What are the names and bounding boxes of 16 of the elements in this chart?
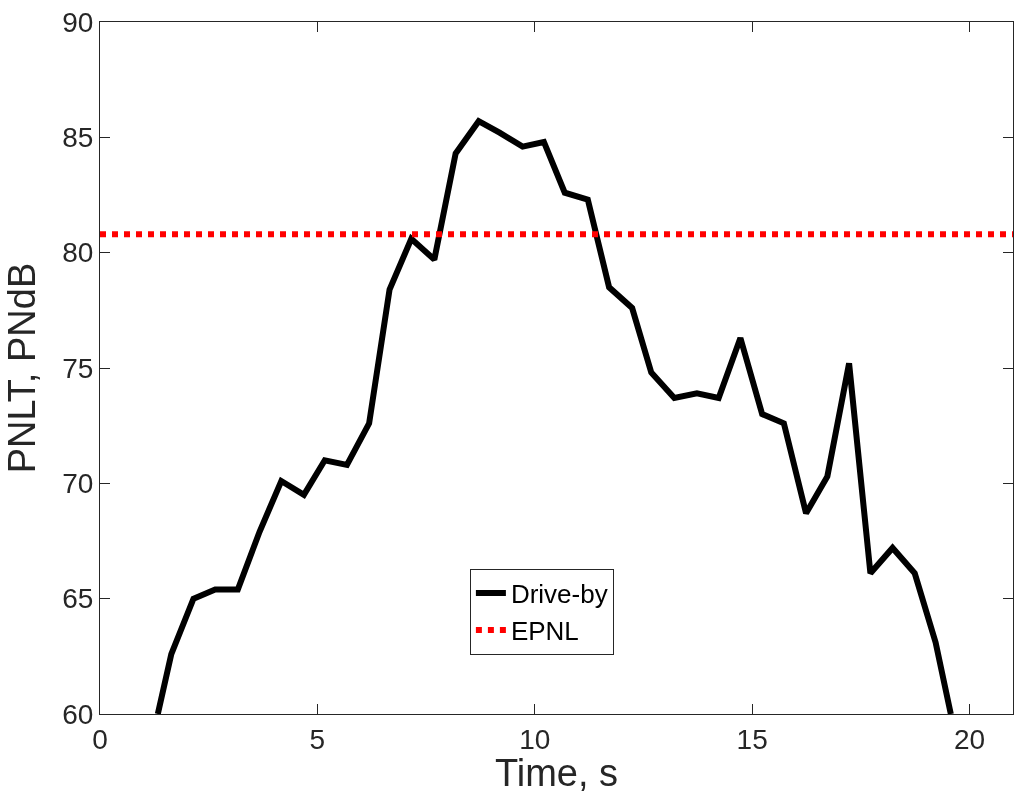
y-tick-label: 75 (62, 352, 94, 384)
y-tick-label: 80 (62, 237, 94, 269)
x-axis-title: Time, s (494, 752, 619, 794)
x-tick-label: 0 (92, 723, 108, 755)
y-tick-label: 90 (62, 6, 94, 38)
y-tick-label: 70 (62, 468, 94, 500)
y-axis-title: PNLT, PNdB (1, 262, 44, 474)
y-tick-label: 60 (62, 698, 94, 730)
y-tick-label: 85 (62, 122, 94, 154)
legend-label: EPNL (510, 616, 579, 647)
x-tick-label: 5 (309, 723, 326, 755)
x-tick-label: 20 (953, 723, 986, 755)
y-tick-label: 65 (62, 583, 94, 615)
legend-label: Drive-by (510, 579, 608, 610)
x-tick-label: 15 (736, 723, 768, 755)
x-tick-label: 10 (519, 723, 551, 755)
